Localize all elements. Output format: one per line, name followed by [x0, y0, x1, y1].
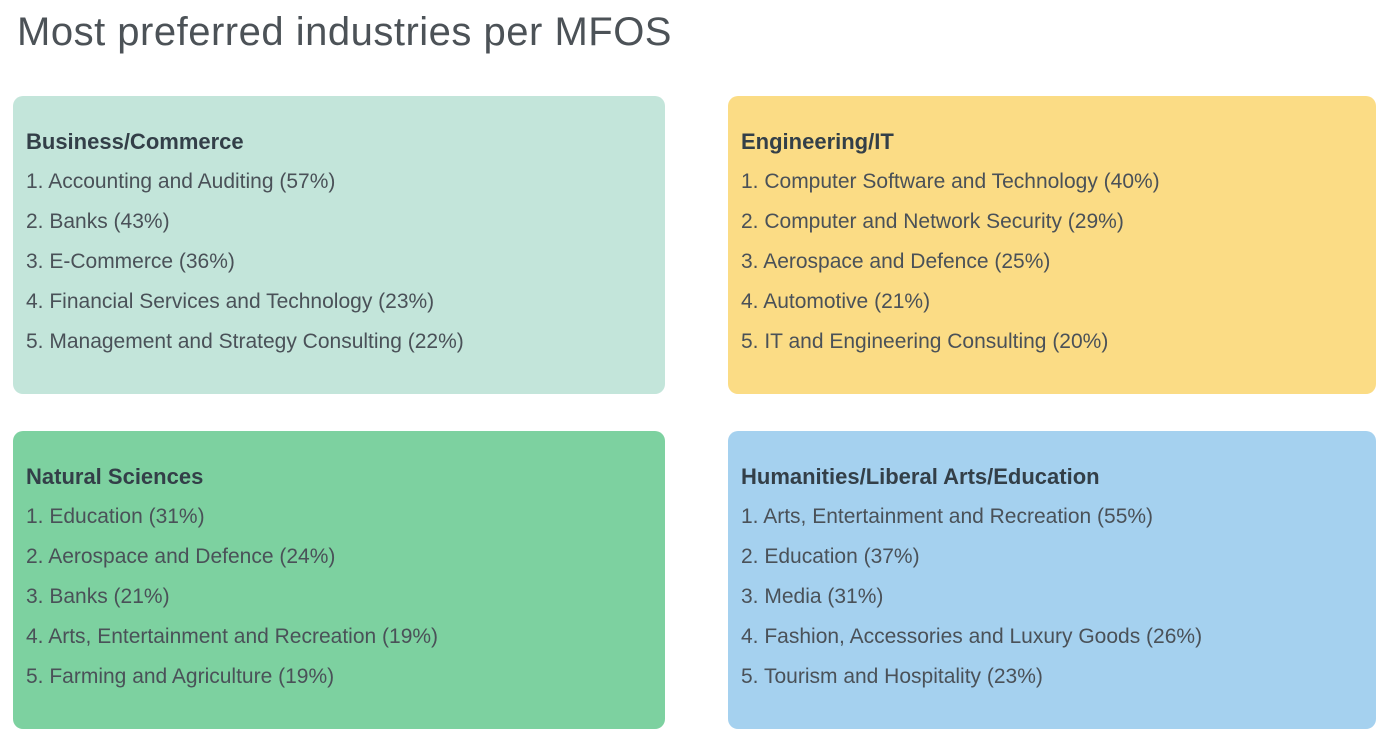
ranked-item: 1. Computer Software and Technology (40%…	[741, 170, 1160, 193]
ranked-item: 2. Computer and Network Security (29%)	[741, 210, 1124, 233]
page-title: Most preferred industries per MFOS	[17, 10, 672, 54]
ranked-item: 3. Aerospace and Defence (25%)	[741, 250, 1051, 273]
ranked-item: 1. Education (31%)	[26, 505, 205, 528]
ranked-item: 4. Fashion, Accessories and Luxury Goods…	[741, 625, 1203, 648]
ranked-item: 4. Arts, Entertainment and Recreation (1…	[26, 625, 439, 648]
ranked-item: 2. Aerospace and Defence (24%)	[26, 545, 336, 568]
card-business-commerce: Business/Commerce 1. Accounting and Audi…	[13, 96, 665, 394]
ranked-item: 5. IT and Engineering Consulting (20%)	[741, 330, 1109, 353]
ranked-item: 4. Automotive (21%)	[741, 290, 931, 313]
card-natural-sciences: Natural Sciences 1. Education (31%) 2. A…	[13, 431, 665, 729]
ranked-item: 3. Banks (21%)	[26, 585, 170, 608]
ranked-item: 5. Management and Strategy Consulting (2…	[26, 330, 464, 353]
ranked-item: 5. Tourism and Hospitality (23%)	[741, 665, 1043, 688]
ranked-item: 1. Arts, Entertainment and Recreation (5…	[741, 505, 1154, 528]
card-heading: Engineering/IT	[741, 129, 894, 154]
ranked-item: 3. E-Commerce (36%)	[26, 250, 235, 273]
cards-grid: Business/Commerce 1. Accounting and Audi…	[13, 96, 1376, 729]
ranked-item: 5. Farming and Agriculture (19%)	[26, 665, 335, 688]
ranked-item: 1. Accounting and Auditing (57%)	[26, 170, 336, 193]
ranked-item: 2. Education (37%)	[741, 545, 920, 568]
card-engineering-it: Engineering/IT 1. Computer Software and …	[728, 96, 1376, 394]
ranked-item: 3. Media (31%)	[741, 585, 884, 608]
card-heading: Business/Commerce	[26, 129, 244, 154]
card-heading: Humanities/Liberal Arts/Education	[741, 464, 1100, 489]
card-humanities-liberal-arts-education: Humanities/Liberal Arts/Education 1. Art…	[728, 431, 1376, 729]
card-heading: Natural Sciences	[26, 464, 204, 489]
ranked-item: 2. Banks (43%)	[26, 210, 170, 233]
ranked-item: 4. Financial Services and Technology (23…	[26, 290, 435, 313]
